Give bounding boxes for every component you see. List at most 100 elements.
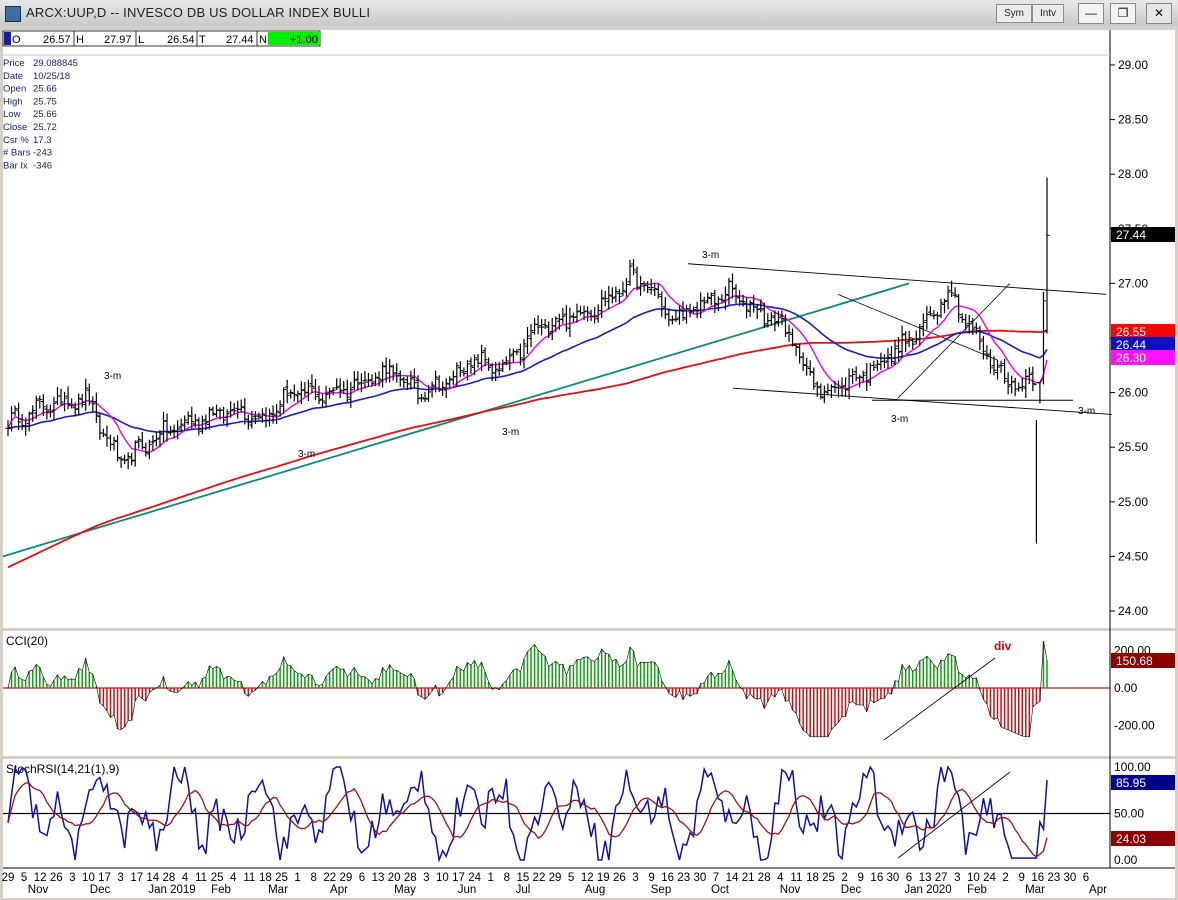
- price-axis: 29.0028.5028.0027.5027.0026.5026.0025.50…: [1110, 58, 1175, 618]
- date-day-label: 24: [468, 872, 481, 884]
- high-value: 27.97: [104, 34, 132, 46]
- price-bar: [609, 287, 615, 304]
- price-bar: [850, 368, 856, 384]
- price-bar: [549, 318, 555, 341]
- price-bar: [722, 286, 728, 310]
- price-bar: [956, 294, 962, 323]
- date-day-label: 16: [661, 872, 674, 884]
- price-bar: [115, 434, 121, 462]
- price-bar: [991, 356, 997, 376]
- date-day-label: 12: [34, 872, 47, 884]
- price-bar: [659, 291, 665, 317]
- price-bar: [447, 376, 453, 388]
- price-bar: [708, 292, 714, 306]
- date-day-label: 23: [677, 872, 690, 884]
- price-bar: [517, 343, 523, 366]
- app-icon: [5, 6, 21, 22]
- chart-canvas[interactable]: O 26.57 H 27.97 L 26.54 T 27.44 N +1.00 …: [0, 26, 1178, 900]
- price-bar: [47, 404, 53, 418]
- price-tick-label: 28.50: [1118, 113, 1148, 127]
- price-bar: [175, 420, 181, 440]
- stochrsi-panel: StochRSI(14,21(1),9) 100.00 50.00 0.00 85.9…: [3, 760, 1175, 867]
- price-bar: [924, 305, 930, 330]
- price-bar: [553, 316, 559, 332]
- date-day-label: 26: [613, 872, 626, 884]
- price-bar: [468, 357, 474, 374]
- restore-button[interactable]: ❐: [1110, 3, 1136, 24]
- price-bar: [793, 342, 799, 357]
- price-bar: [291, 384, 297, 402]
- price-bar: [945, 285, 951, 310]
- price-bar: [464, 360, 470, 381]
- close-button[interactable]: ✕: [1146, 3, 1172, 24]
- price-bar: [507, 348, 513, 371]
- price-bar: [26, 411, 32, 432]
- price-bar: [737, 290, 743, 307]
- date-day-label: 13: [372, 872, 385, 884]
- price-bar: [570, 312, 576, 323]
- price-bar: [5, 420, 11, 437]
- info-value: 25.72: [33, 122, 57, 133]
- price-bar: [740, 294, 746, 307]
- price-bar: [330, 387, 336, 395]
- price-bar: [344, 379, 350, 403]
- minimize-button[interactable]: —: [1078, 3, 1104, 24]
- price-bar: [542, 319, 548, 329]
- date-day-label: 13: [919, 872, 932, 884]
- open-value: 26.57: [43, 34, 71, 46]
- price-bar: [963, 314, 969, 331]
- price-bar: [129, 452, 135, 466]
- price-bar: [927, 306, 933, 317]
- cci-divergence-line: [883, 657, 996, 741]
- price-tick-label: 27.00: [1118, 276, 1148, 290]
- date-day-label: 17: [452, 872, 465, 884]
- cci-last-value: 150.68: [1116, 654, 1153, 668]
- close-value: 27.44: [226, 34, 254, 46]
- date-day-label: 30: [1064, 872, 1077, 884]
- price-bar: [118, 456, 124, 468]
- date-axis-bg: [3, 868, 1175, 898]
- price-bar: [828, 384, 834, 399]
- date-month-label: Aug: [585, 884, 605, 896]
- date-day-label: 5: [568, 872, 574, 884]
- net-change-value: +1.00: [290, 34, 318, 46]
- info-value: 25.66: [33, 109, 57, 120]
- price-bar: [305, 379, 311, 402]
- price-bar: [337, 378, 343, 398]
- price-bar: [811, 367, 817, 390]
- interval-link-button[interactable]: Intv: [1032, 4, 1064, 23]
- price-bar: [807, 360, 813, 376]
- ohlc-readout: O 26.57 H 27.97 L 26.54 T 27.44 N +1.00: [2, 30, 321, 47]
- price-bar: [394, 363, 400, 383]
- price-bar: [362, 371, 368, 389]
- date-day-label: 4: [182, 872, 189, 884]
- cci-line: [7, 641, 1048, 738]
- info-label: Csr %: [3, 135, 29, 146]
- price-bar: [199, 415, 205, 435]
- price-bar: [90, 396, 96, 412]
- price-bar: [1030, 366, 1036, 392]
- cci-title: CCI(20): [6, 634, 48, 648]
- price-tag-value: 26.55: [1116, 325, 1146, 339]
- date-day-label: 29: [2, 872, 15, 884]
- price-bar: [281, 387, 287, 414]
- price-bar: [69, 398, 75, 409]
- date-month-label: Apr: [1089, 884, 1107, 896]
- price-tag: 27.44: [1111, 227, 1175, 242]
- date-month-label: Jun: [458, 884, 477, 896]
- price-bar: [669, 315, 675, 325]
- price-tick-label: 24.50: [1118, 549, 1148, 563]
- price-bar: [574, 303, 580, 323]
- price-bar: [274, 404, 280, 425]
- date-day-label: 18: [806, 872, 819, 884]
- price-bar: [351, 370, 357, 391]
- date-month-label: Nov: [28, 884, 49, 896]
- symbol-link-button[interactable]: Sym: [996, 4, 1032, 23]
- price-tag: 26.55: [1111, 324, 1175, 339]
- price-bar: [348, 382, 354, 408]
- pattern-label-3m: 3-m: [298, 449, 315, 460]
- date-day-label: 3: [69, 872, 75, 884]
- price-bar: [16, 402, 22, 431]
- price-bar: [139, 431, 145, 450]
- low-value: 26.54: [167, 34, 195, 46]
